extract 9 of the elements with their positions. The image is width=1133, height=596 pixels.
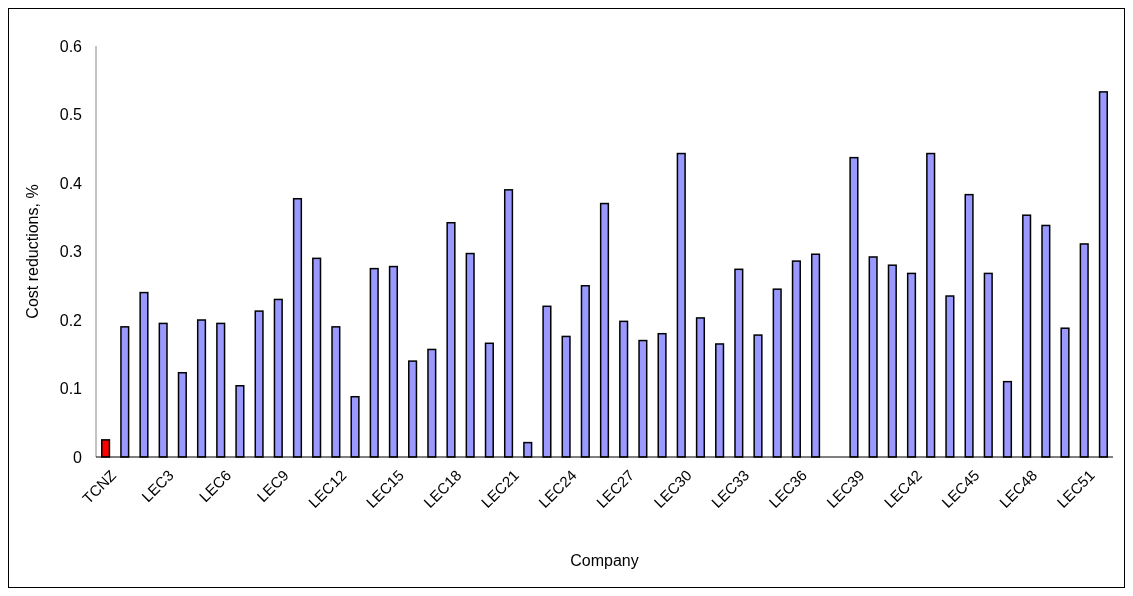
y-tick-label: 0.2 — [59, 311, 83, 329]
y-tick-label: 0.5 — [59, 106, 83, 124]
y-tick-label: 0.6 — [59, 37, 83, 55]
y-tick-label: 0.1 — [59, 380, 83, 398]
y-tick-label: 0 — [73, 448, 83, 466]
x-axis-title: Company — [570, 552, 639, 569]
y-tick-label: 0.4 — [59, 174, 83, 192]
y-tick-label: 0.3 — [59, 243, 83, 261]
y-axis-title: Cost reductions, % — [24, 184, 41, 319]
